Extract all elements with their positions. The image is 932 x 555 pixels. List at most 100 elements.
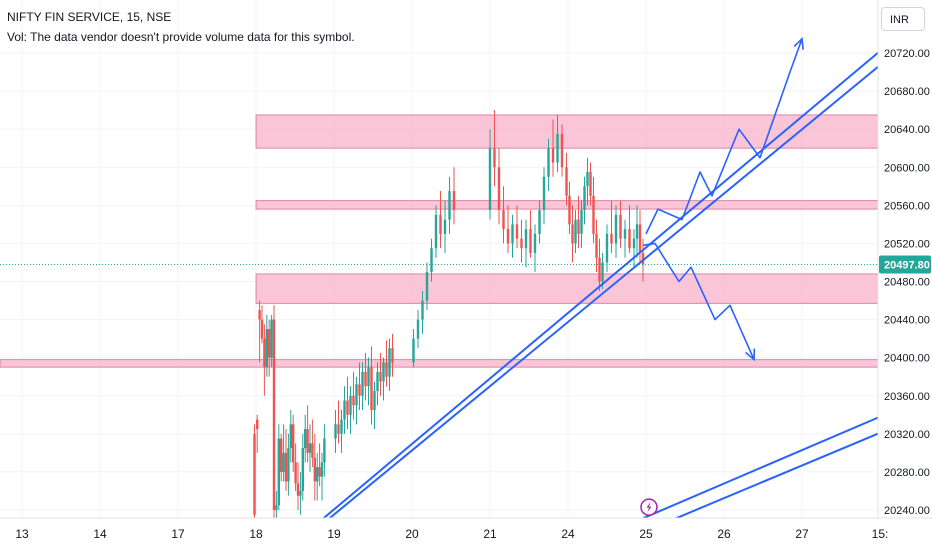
candle-body (592, 195, 595, 234)
price-tick-label: 20640.00 (884, 124, 930, 136)
candle-body (601, 262, 604, 282)
candle-body (586, 172, 589, 187)
candle-body (560, 133, 564, 168)
time-tick-label: 25 (639, 527, 653, 541)
time-tick-label: 19 (327, 527, 341, 541)
projection-down-arrow[interactable] (642, 242, 755, 360)
candle-body (304, 429, 307, 449)
event-marker-icon[interactable] (640, 498, 658, 516)
current-price-tag[interactable] (879, 255, 931, 274)
candle-body (448, 191, 451, 220)
price-tick-label: 20240.00 (884, 505, 930, 517)
candle-body (282, 452, 285, 472)
current-price-label: 20497.80 (884, 260, 930, 272)
candle-body (515, 224, 519, 239)
candle-body (301, 448, 304, 491)
candle-body (260, 319, 264, 339)
candle-body (605, 233, 609, 263)
candle-body (340, 419, 343, 434)
time-axis[interactable]: 13 14 17 18 19 20 21 24 25 26 27 15: (0, 517, 932, 550)
candle-body (439, 214, 442, 234)
candle-body (502, 210, 505, 230)
candle-body (538, 210, 541, 234)
trendline-2[interactable] (327, 56, 890, 521)
price-tick-label: 20440.00 (884, 315, 930, 327)
trendline-4[interactable] (672, 428, 890, 521)
candle-body (296, 483, 300, 496)
price-zone-1[interactable] (255, 114, 879, 149)
candle-body (641, 252, 645, 265)
candle-body (263, 338, 266, 368)
candle-body (268, 329, 271, 358)
price-tick-label: 20600.00 (884, 162, 930, 174)
candle-body (577, 219, 580, 234)
projection-down-arrow-arrowhead (745, 348, 756, 362)
time-tick-label: 17 (171, 527, 185, 541)
grid (0, 0, 881, 518)
candle-body (323, 438, 326, 463)
candle-body (443, 219, 447, 234)
candle-body (364, 371, 367, 387)
projection-up-arrow[interactable] (645, 38, 803, 235)
candle-body (346, 400, 349, 415)
candle-body (256, 419, 259, 430)
trendline-1[interactable] (321, 42, 890, 521)
candle-body (349, 395, 352, 415)
candle-body (632, 238, 636, 249)
candle-body (619, 214, 622, 239)
candle-body (306, 429, 309, 453)
price-tick-label: 20520.00 (884, 238, 930, 250)
candle-body (385, 362, 388, 377)
price-zone-3[interactable] (255, 273, 879, 304)
price-zone-4[interactable] (0, 359, 879, 368)
candle-body (373, 390, 376, 411)
candle-body (638, 224, 642, 253)
symbol-title[interactable]: NIFTY FIN SERVICE, 15, NSE (7, 10, 172, 24)
candle-body (574, 219, 577, 244)
price-tick-label: 20680.00 (884, 86, 930, 98)
candle-body (610, 233, 613, 244)
price-tick-label: 20320.00 (884, 429, 930, 441)
candle-body (412, 338, 415, 363)
time-tick-label: 27 (795, 527, 809, 541)
candle-body (253, 433, 256, 515)
drawings[interactable] (321, 36, 890, 521)
candle-body (352, 395, 355, 406)
candle-body (343, 400, 346, 420)
candle-body (358, 384, 361, 396)
candle-body (628, 229, 631, 249)
candle-body (421, 300, 424, 320)
time-tick-label: 26 (717, 527, 731, 541)
candle-body (506, 229, 510, 244)
supply-demand-zones[interactable] (0, 114, 879, 368)
projection-up-arrow-arrowhead (793, 36, 804, 50)
candle-body (497, 167, 501, 211)
price-axis[interactable]: 20240.00 20280.00 20320.00 20360.00 20400.00… (877, 0, 932, 550)
time-tick-label: 24 (561, 527, 575, 541)
candle-body (529, 229, 532, 253)
candle-body (294, 462, 297, 484)
candle-body (568, 195, 571, 225)
price-tick-label: 20280.00 (884, 467, 930, 479)
candle-body (598, 257, 601, 282)
candle-body (334, 424, 337, 439)
candle-body (452, 191, 456, 211)
time-tick-label: 20 (405, 527, 419, 541)
candle-body (520, 238, 523, 249)
price-tick-label: 20400.00 (884, 353, 930, 365)
candle-body (511, 224, 514, 244)
time-axis-background (0, 518, 932, 550)
candle-body (556, 133, 559, 163)
trendline-3[interactable] (639, 411, 890, 521)
candle-body (361, 371, 364, 396)
time-tick-label: 13 (15, 527, 29, 541)
time-tick-label: 15: (872, 527, 889, 541)
currency-button[interactable]: INR (881, 7, 925, 31)
candle-body (367, 367, 370, 387)
candle-body (430, 248, 433, 272)
candle-body (355, 384, 358, 406)
candle-body (318, 467, 321, 477)
candle-body (289, 424, 292, 449)
